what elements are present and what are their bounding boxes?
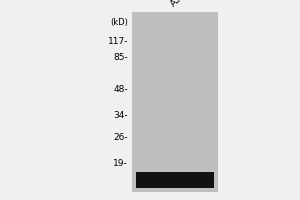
Bar (132, 12, 218, 192)
Text: 48-: 48- (113, 86, 128, 95)
Text: 117-: 117- (107, 38, 128, 46)
Text: 19-: 19- (113, 158, 128, 168)
Text: A549: A549 (169, 0, 191, 8)
Bar (136, 172, 214, 188)
Text: 34-: 34- (113, 110, 128, 119)
Text: 26-: 26- (113, 134, 128, 142)
Text: (kD): (kD) (110, 18, 128, 27)
Text: 85-: 85- (113, 52, 128, 62)
